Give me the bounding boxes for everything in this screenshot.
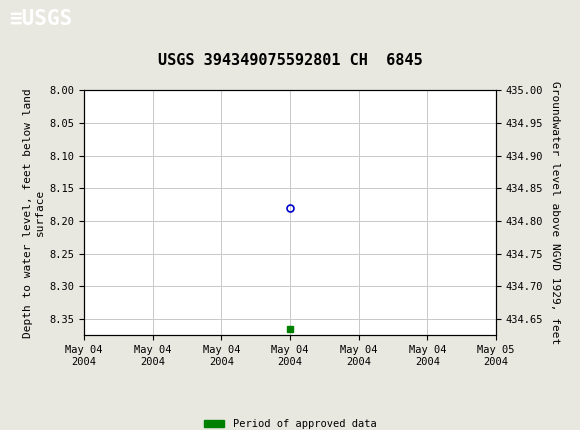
Text: ≡USGS: ≡USGS	[9, 9, 72, 29]
Y-axis label: Depth to water level, feet below land
surface: Depth to water level, feet below land su…	[23, 88, 45, 338]
Text: USGS 394349075592801 CH  6845: USGS 394349075592801 CH 6845	[158, 53, 422, 68]
Y-axis label: Groundwater level above NGVD 1929, feet: Groundwater level above NGVD 1929, feet	[550, 81, 560, 344]
Legend: Period of approved data: Period of approved data	[200, 415, 380, 430]
